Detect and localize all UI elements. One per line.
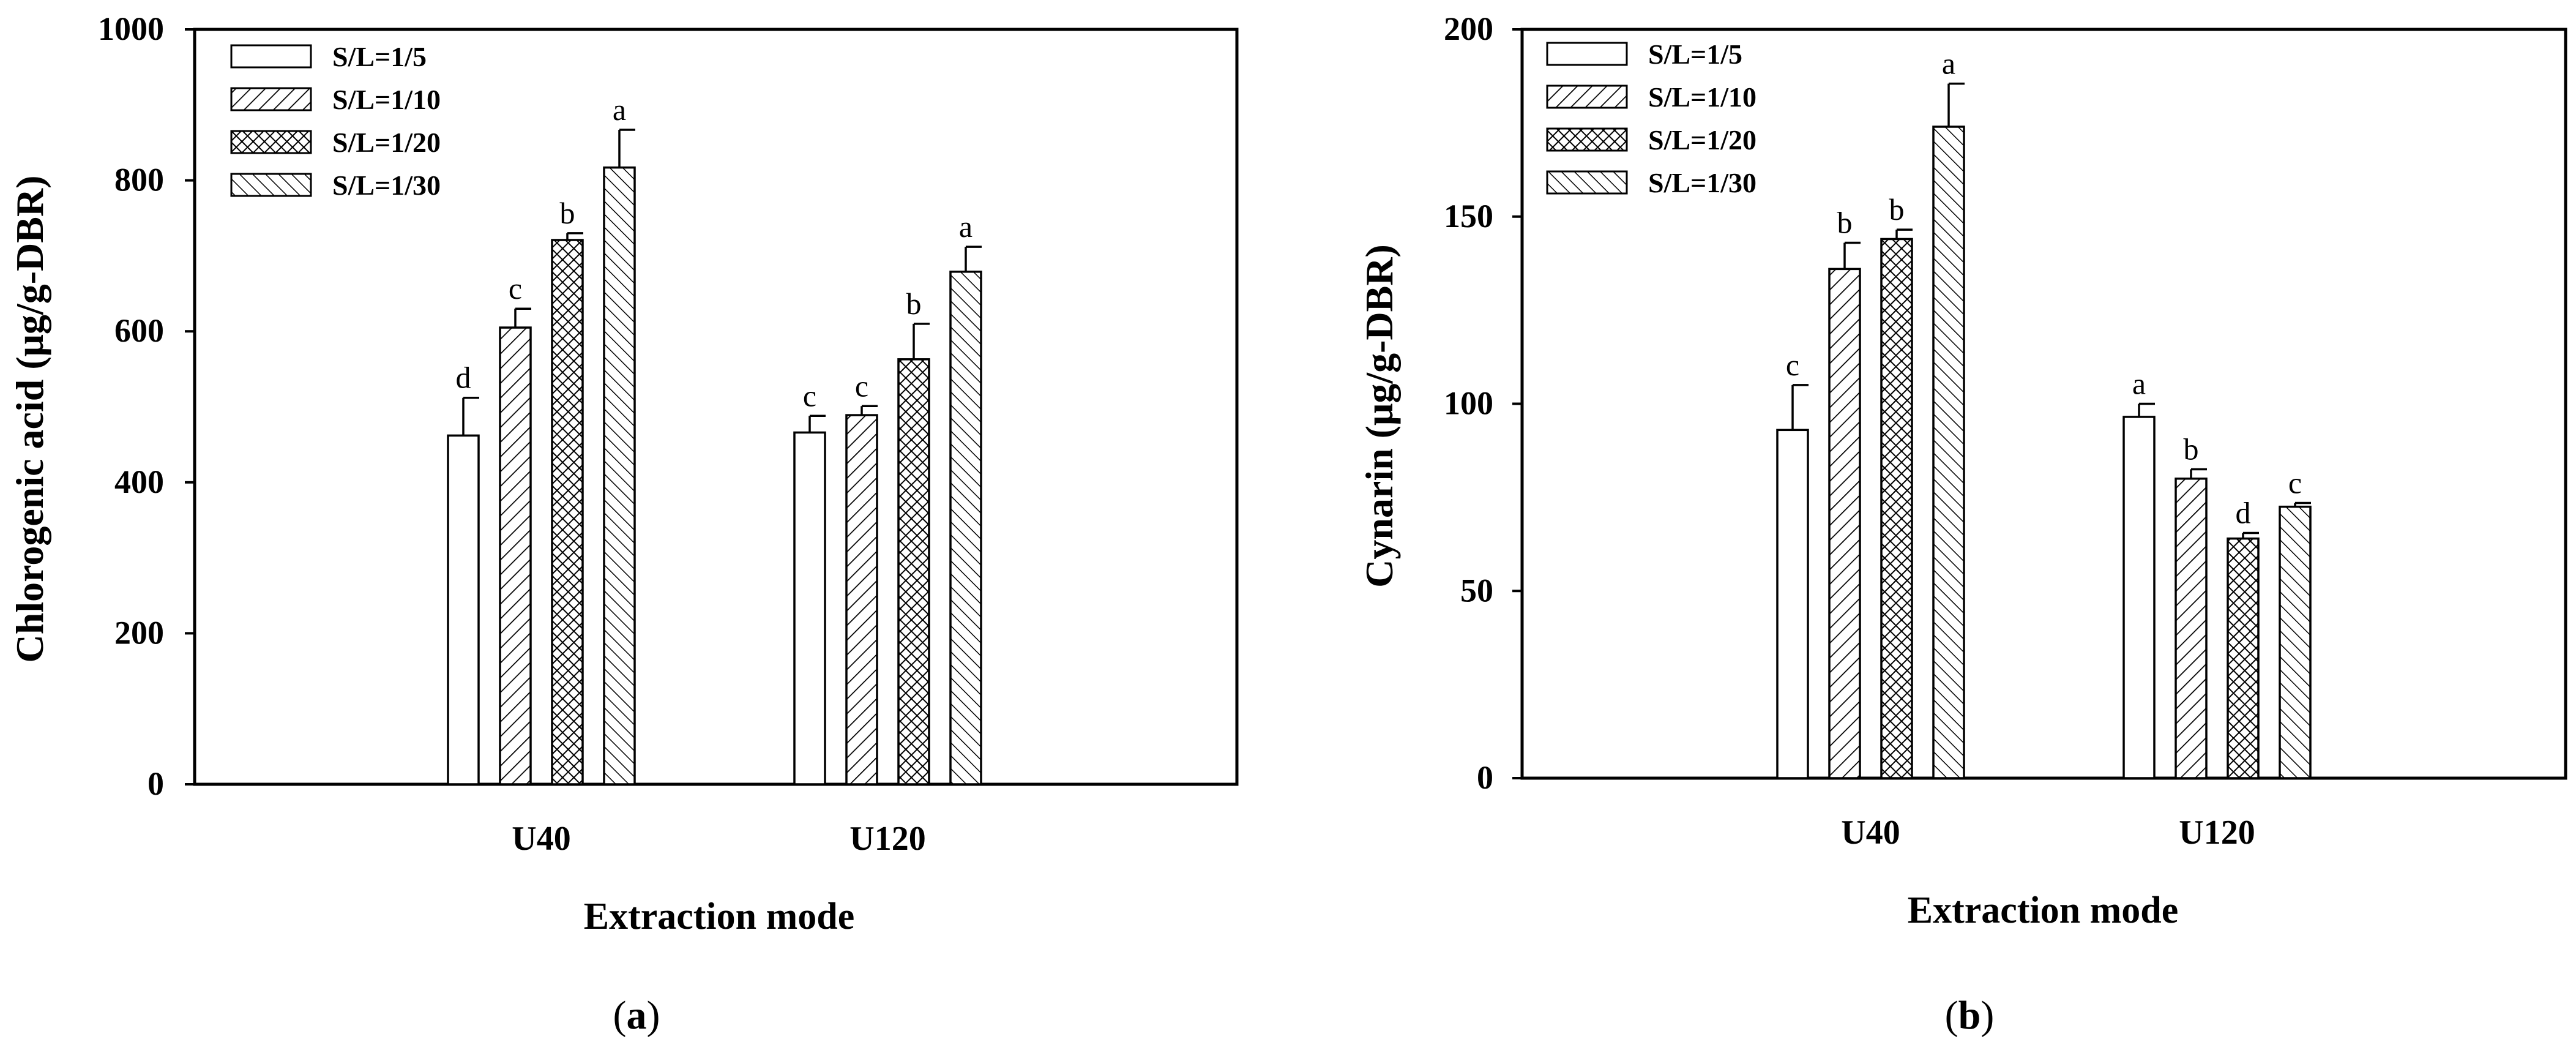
y-tick-label: 200 [1444, 10, 1493, 47]
y-tick-label: 100 [1444, 385, 1493, 422]
legend-swatch [230, 87, 312, 111]
significance-letter: c [803, 378, 816, 413]
significance-letter: c [1786, 348, 1799, 382]
y-tick-label: 50 [1460, 572, 1493, 609]
significance-letter: d [456, 361, 471, 395]
bar [845, 414, 878, 786]
significance-letter: a [1942, 47, 1955, 81]
legend-swatch [1546, 170, 1628, 195]
legend-label: S/L=1/10 [1648, 81, 1757, 113]
y-axis-title: Cynarin (μg/g-DBR) [1357, 244, 1401, 588]
bar [551, 239, 584, 786]
legend-swatch [1546, 84, 1628, 109]
x-tick-label: U120 [849, 820, 925, 858]
bar [2279, 505, 2312, 779]
legend-label: S/L=1/10 [332, 84, 441, 115]
significance-letter: a [2132, 367, 2146, 401]
bar [2122, 416, 2156, 779]
bar [1776, 429, 1809, 779]
significance-letter: b [1837, 206, 1853, 240]
legend-swatch [230, 130, 312, 154]
chart-panel-b: 0 50 100 150 200 U40 U120 c a b b b d a c S/L=1/5 S/L=1/… [1357, 10, 2567, 1038]
x-tick-label: U120 [2179, 814, 2255, 852]
x-axis-title: Extraction mode [1908, 890, 2179, 931]
significance-letter: d [2236, 495, 2251, 530]
legend-label: S/L=1/20 [1648, 124, 1757, 156]
bar [949, 271, 982, 786]
panel-label: (b) [1945, 993, 1995, 1038]
y-tick-label: 400 [114, 463, 164, 500]
y-tick-label: 150 [1444, 198, 1493, 234]
significance-letter: b [2184, 432, 2199, 467]
legend-label: S/L=1/5 [1648, 39, 1742, 70]
x-tick-label: U40 [512, 820, 570, 858]
significance-letter: c [509, 271, 522, 306]
legend-label: S/L=1/30 [1648, 167, 1757, 198]
bar [603, 166, 636, 786]
y-tick-label: 200 [114, 614, 164, 651]
plot-frame [193, 28, 1239, 786]
significance-letter: b [560, 196, 575, 230]
legend-swatch [1546, 127, 1628, 152]
bar [2175, 478, 2208, 779]
bar [793, 431, 826, 786]
panel-label: (a) [613, 993, 660, 1038]
bar [1932, 126, 1965, 779]
legend-swatch [230, 173, 312, 197]
significance-letter: c [855, 369, 868, 403]
bar [1880, 238, 1913, 779]
legend-label: S/L=1/5 [332, 41, 427, 72]
bar [447, 434, 480, 786]
significance-letter: c [2288, 466, 2302, 500]
bar [2227, 537, 2260, 779]
bar [499, 326, 532, 786]
significance-letter: b [1889, 192, 1905, 227]
significance-letter: a [613, 92, 626, 127]
significance-letter: a [959, 209, 973, 244]
legend-label: S/L=1/20 [332, 127, 441, 158]
legend-swatch [1546, 42, 1628, 66]
y-tick-label: 0 [147, 765, 164, 802]
legend-label: S/L=1/30 [332, 170, 441, 201]
y-tick-label: 600 [114, 312, 164, 349]
y-axis-title: Chlorogenic acid (μg/g-DBR) [8, 176, 51, 663]
x-tick-label: U40 [1841, 814, 1900, 852]
significance-letter: b [906, 287, 922, 321]
bar [1828, 268, 1861, 779]
y-tick-label: 800 [114, 162, 164, 198]
x-axis-title: Extraction mode [584, 896, 855, 937]
bar [897, 358, 930, 786]
y-tick-label: 0 [1477, 759, 1493, 796]
chart-panel-a: 0 200 400 600 800 1000 U40 U120 d c c c b b a a S/L=1/5 S… [8, 10, 1239, 1038]
y-tick-label: 1000 [98, 10, 164, 47]
legend-swatch [230, 44, 312, 69]
